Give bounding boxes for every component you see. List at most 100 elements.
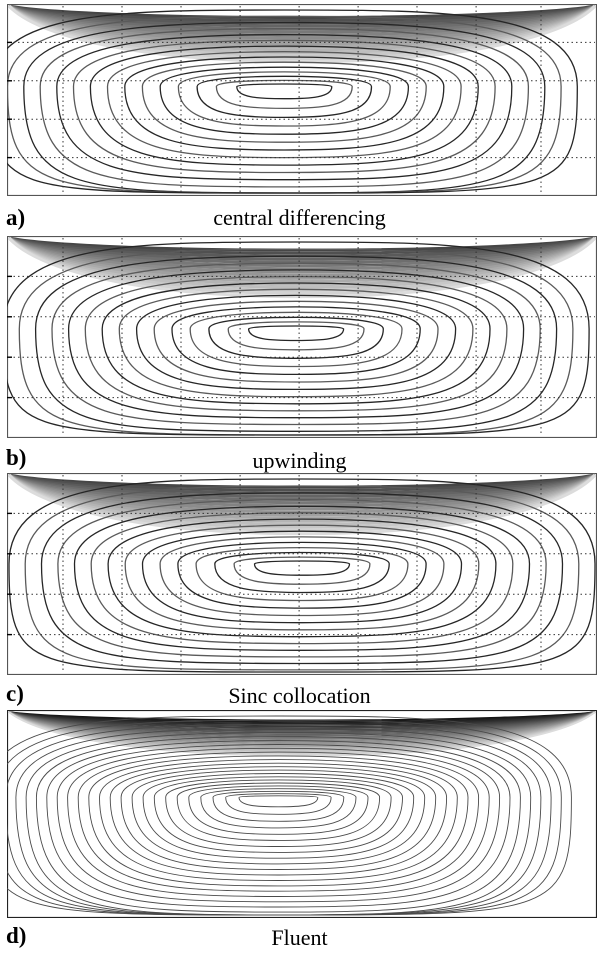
shear-band-contour bbox=[7, 236, 597, 289]
streamline-contour bbox=[7, 715, 572, 916]
streamline-contour bbox=[225, 793, 332, 815]
streamline-contour bbox=[107, 518, 497, 638]
shear-band-contour bbox=[8, 473, 596, 489]
streamline-contour bbox=[247, 325, 345, 342]
contour-plot-central-differencing bbox=[7, 4, 597, 196]
shear-band-contour bbox=[8, 473, 596, 505]
shear-band-contour bbox=[8, 236, 596, 280]
shear-band-contour bbox=[8, 4, 596, 28]
streamline-contour bbox=[177, 71, 391, 127]
streamline-contour bbox=[25, 732, 532, 916]
streamline-contour bbox=[67, 269, 525, 419]
streamline-contour bbox=[51, 262, 541, 426]
shear-band-contour bbox=[7, 4, 597, 64]
streamline-contour bbox=[106, 51, 462, 159]
shear-band-contour bbox=[8, 711, 596, 752]
panel-c: c) Sinc collocation bbox=[0, 473, 599, 713]
shear-band-contour bbox=[8, 4, 596, 34]
streamline-contour bbox=[7, 15, 562, 194]
shear-band-contour bbox=[8, 473, 596, 511]
streamline-contour bbox=[227, 321, 365, 351]
shear-band-contour bbox=[7, 4, 597, 61]
streamline-contour bbox=[8, 478, 596, 673]
panel-caption-central-differencing: central differencing bbox=[213, 205, 386, 230]
shear-band-contour bbox=[7, 236, 597, 296]
streamline-contour bbox=[56, 744, 501, 903]
shear-band-contour bbox=[8, 711, 596, 737]
streamline-contour bbox=[120, 766, 437, 870]
shear-band-contour bbox=[8, 236, 596, 283]
streamline-contour bbox=[135, 294, 457, 391]
shear-band-contour bbox=[8, 4, 596, 49]
streamline-contour bbox=[176, 782, 381, 841]
streamline-contour bbox=[200, 788, 357, 829]
streamline-contour bbox=[7, 719, 562, 916]
streamline-contour bbox=[131, 769, 426, 865]
streamline-contour bbox=[84, 275, 508, 412]
shear-band-contour bbox=[8, 473, 596, 492]
streamline-contour bbox=[39, 27, 530, 188]
shear-band-contour bbox=[8, 711, 596, 748]
shear-band-contour bbox=[8, 236, 596, 261]
shear-band-contour bbox=[8, 236, 596, 271]
contour-plot-sinc-collocation bbox=[7, 473, 597, 675]
panel-label-c: c) bbox=[6, 681, 24, 706]
streamline-contour bbox=[73, 505, 531, 651]
shear-band-contour bbox=[8, 4, 596, 40]
shear-band-contour bbox=[7, 473, 597, 526]
streamline-contour bbox=[90, 512, 514, 645]
streamline-contour bbox=[99, 759, 458, 881]
streamline-contour bbox=[236, 83, 333, 100]
panel-caption-sinc-collocation: Sinc collocation bbox=[228, 683, 371, 708]
streamline-contour bbox=[7, 241, 590, 436]
shear-band-contour bbox=[8, 711, 596, 743]
shear-band-contour bbox=[8, 236, 596, 255]
shear-band-contour bbox=[8, 236, 596, 268]
streamline-contour bbox=[77, 751, 480, 892]
shear-band-contour bbox=[8, 473, 596, 520]
streamline-contour bbox=[124, 524, 480, 631]
streamline-contour bbox=[165, 779, 392, 847]
streamline-contour bbox=[118, 288, 474, 398]
shear-band-contour bbox=[8, 473, 596, 514]
streamline-contour bbox=[238, 795, 319, 808]
streamline-contour bbox=[142, 773, 415, 859]
streamline-contour bbox=[23, 21, 546, 194]
shear-band-contour bbox=[8, 4, 596, 52]
streamline-contour bbox=[101, 282, 491, 405]
shear-band-contour bbox=[8, 711, 596, 732]
streamline-contour bbox=[109, 762, 448, 876]
streamline-contour bbox=[253, 560, 351, 576]
shear-band-contour bbox=[8, 236, 596, 286]
shear-band-contour bbox=[8, 236, 596, 277]
streamline-contour bbox=[233, 556, 371, 585]
panel-label-b: b) bbox=[6, 445, 27, 470]
shear-band-contour bbox=[7, 473, 597, 529]
shear-band-contour bbox=[7, 474, 597, 536]
panel-a: a) central differencing bbox=[0, 0, 599, 240]
panel-d: d) Fluent bbox=[0, 708, 599, 957]
streamline-contour bbox=[171, 306, 421, 376]
streamline-contour bbox=[7, 9, 578, 194]
streamline-contour bbox=[40, 492, 564, 665]
streamline-contour bbox=[153, 300, 439, 383]
shear-band-contour bbox=[8, 711, 596, 723]
streamline-contour bbox=[88, 755, 469, 887]
shear-band-contour bbox=[8, 236, 596, 252]
streamline-contour bbox=[141, 61, 427, 143]
streamline-contour bbox=[196, 75, 373, 119]
panel-caption-upwinding: upwinding bbox=[252, 448, 347, 473]
streamline-contour bbox=[208, 316, 384, 359]
streamline-contour bbox=[89, 45, 479, 166]
streamline-contour bbox=[15, 728, 542, 916]
streamline-contour bbox=[7, 723, 552, 916]
shear-band-contour bbox=[8, 711, 596, 756]
streamline-contour bbox=[124, 56, 445, 151]
streamline-contour bbox=[189, 311, 403, 368]
shear-band-contour bbox=[8, 236, 596, 274]
streamline-contour bbox=[212, 790, 345, 822]
shear-band-contour bbox=[7, 4, 597, 55]
shear-band-contour bbox=[8, 473, 596, 523]
streamline-contour bbox=[46, 740, 511, 908]
shear-band-contour bbox=[8, 711, 596, 740]
